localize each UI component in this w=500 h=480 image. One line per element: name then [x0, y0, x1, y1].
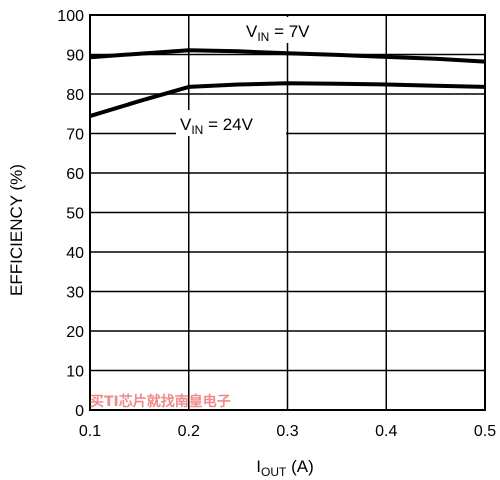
y-tick-label: 50 [66, 206, 84, 223]
annotation-main: V [246, 22, 258, 41]
x-tick-label: 0.1 [79, 423, 101, 440]
series-line-1 [89, 81, 486, 119]
y-tick-label: 80 [66, 87, 84, 104]
annotation-rest: = 7V [269, 22, 310, 41]
x-tick-labels: 0.1 0.2 0.3 0.4 0.5 [79, 423, 496, 440]
series-line-0 [89, 48, 486, 64]
y-tick-label: 30 [66, 285, 84, 302]
y-tick-labels: 0 10 20 30 40 50 60 70 80 90 100 [57, 8, 84, 420]
annotation-bg [176, 110, 286, 136]
x-axis-label: IOUT (A) [256, 457, 313, 479]
y-tick-label: 40 [66, 245, 84, 262]
annotation-text: VIN = 24V [180, 115, 254, 137]
y-tick-label: 20 [66, 324, 84, 341]
series-annotation-7v: VIN = 7V [240, 17, 362, 44]
grid-lines [89, 14, 486, 411]
x-axis-label-sub: OUT [261, 465, 287, 479]
x-axis-label-main: I [256, 457, 261, 476]
y-tick-label: 0 [75, 403, 84, 420]
y-tick-label: 100 [57, 8, 84, 25]
x-tick-label: 0.5 [474, 423, 496, 440]
annotation-sub: IN [257, 30, 269, 44]
y-tick-label: 90 [66, 48, 84, 65]
x-tick-label: 0.4 [375, 423, 397, 440]
plot-frame [89, 14, 486, 411]
annotation-main: V [180, 115, 192, 134]
x-tick-label: 0.3 [276, 423, 298, 440]
annotation-rest: = 24V [203, 115, 253, 134]
y-tick-label: 70 [66, 127, 84, 144]
watermark-text: 买TI芯片就找南皇电子 [90, 393, 231, 410]
y-axis-label: EFFICIENCY (%) [7, 164, 26, 296]
y-tick-label: 60 [66, 166, 84, 183]
annotation-sub: IN [191, 123, 203, 137]
series-annotation-24v: VIN = 24V [176, 110, 286, 137]
series-lines [89, 48, 486, 119]
annotation-text: VIN = 7V [246, 22, 310, 44]
x-tick-label: 0.2 [178, 423, 200, 440]
x-axis-label-rest: (A) [286, 457, 313, 476]
y-tick-label: 10 [66, 364, 84, 381]
annotation-bg [240, 17, 362, 43]
